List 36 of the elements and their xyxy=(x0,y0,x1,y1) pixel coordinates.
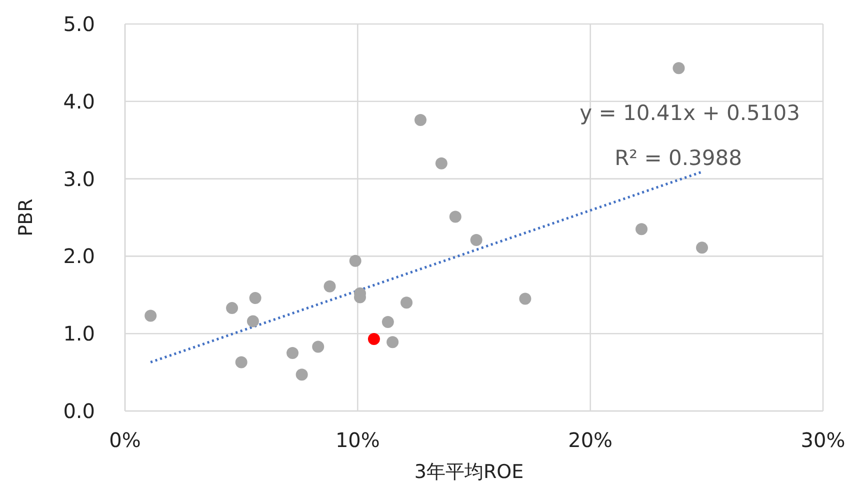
annotation: y = 10.41x + 0.5103 xyxy=(580,101,800,125)
x-tick-label: 20% xyxy=(568,428,613,452)
point xyxy=(519,292,532,305)
x-tick-label: 10% xyxy=(335,428,380,452)
x-axis-title: 3年平均ROE xyxy=(414,461,524,483)
point xyxy=(226,302,238,314)
point xyxy=(249,292,262,304)
point xyxy=(400,296,413,309)
y-tick-label: 0.0 xyxy=(63,399,95,423)
point xyxy=(144,310,157,322)
point xyxy=(246,315,259,328)
y-tick-label: 5.0 xyxy=(63,12,95,36)
point xyxy=(324,280,336,292)
point xyxy=(312,340,324,353)
point xyxy=(435,157,448,170)
point xyxy=(286,346,299,359)
y-tick-label: 3.0 xyxy=(63,166,95,191)
point xyxy=(696,242,708,254)
annotation: R² = 0.3988 xyxy=(614,146,742,170)
point xyxy=(296,368,308,381)
point xyxy=(672,62,685,74)
point xyxy=(386,336,399,348)
point xyxy=(235,356,248,368)
y-tick-label: 4.0 xyxy=(63,89,95,114)
point xyxy=(368,333,380,346)
point xyxy=(636,223,648,236)
point xyxy=(414,114,426,126)
point xyxy=(382,316,394,328)
y-tick-label: 2.0 xyxy=(63,244,95,268)
point xyxy=(449,210,462,223)
y-tick-label: 1.0 xyxy=(63,322,95,346)
point xyxy=(470,234,482,246)
y-axis-title: PBR xyxy=(15,198,37,236)
point xyxy=(349,254,362,267)
x-tick-label: 0% xyxy=(109,428,141,452)
x-tick-label: 30% xyxy=(800,428,846,452)
